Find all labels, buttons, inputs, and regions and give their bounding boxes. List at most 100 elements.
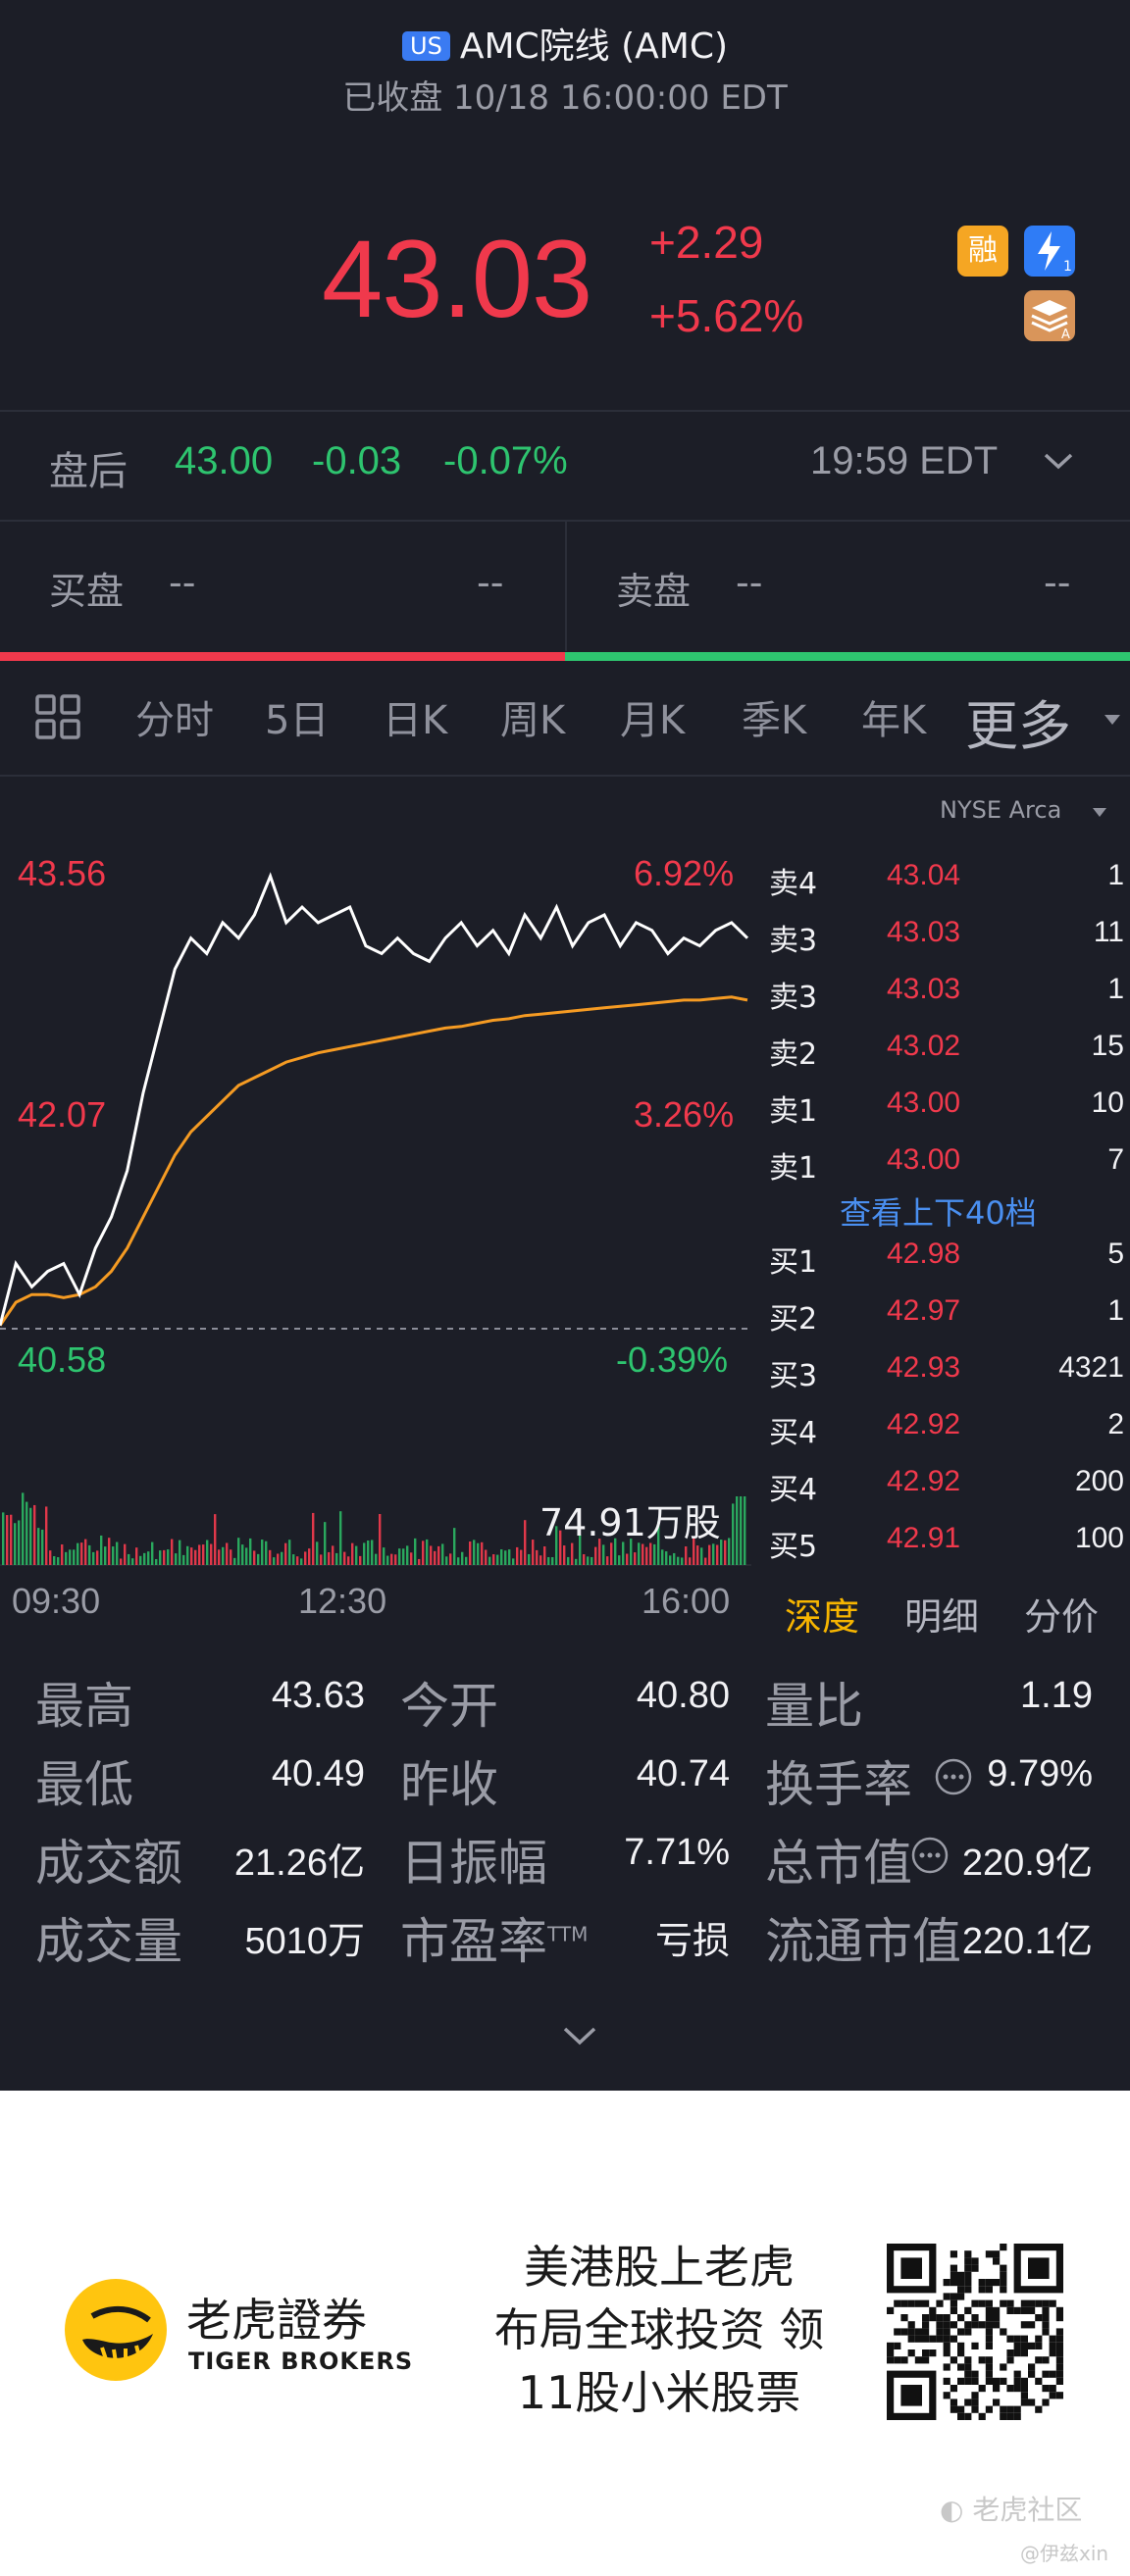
volume-bar xyxy=(296,1556,299,1565)
volume-bar xyxy=(386,1555,389,1565)
volume-bar xyxy=(728,1538,731,1565)
tab-price-volume[interactable]: 分价 xyxy=(1024,1595,1100,1639)
volume-bar xyxy=(524,1520,527,1565)
ask-level-row: 卖3 43.03 1 xyxy=(769,973,1124,1030)
volume-bar xyxy=(547,1556,550,1565)
triangle-down-icon[interactable] xyxy=(1103,712,1122,732)
ask-label: 卖盘 xyxy=(616,570,692,613)
chevron-down-icon[interactable] xyxy=(1042,449,1075,477)
expand-chevron-icon[interactable] xyxy=(561,2024,598,2051)
volume-bar xyxy=(649,1542,652,1565)
volume-bar xyxy=(736,1496,739,1565)
tab-daily-k[interactable]: 日K xyxy=(383,698,448,743)
volume-bar xyxy=(567,1556,570,1565)
grid-layout-icon[interactable] xyxy=(33,692,82,745)
margin-icon[interactable]: 融 xyxy=(957,226,1008,277)
tab-more[interactable]: 更多 xyxy=(965,695,1071,757)
stat-open-label: 今开 xyxy=(400,1678,498,1735)
volume-bar xyxy=(237,1538,240,1565)
volume-bar xyxy=(614,1538,617,1565)
volume-bar xyxy=(320,1554,323,1565)
volume-bar xyxy=(634,1552,637,1565)
level-quantity: 1 xyxy=(1107,973,1124,1005)
stat-low-value: 40.49 xyxy=(271,1753,365,1794)
stat-pe-sup: TTM xyxy=(547,1922,589,1946)
volume-bar xyxy=(559,1530,562,1565)
volume-bar xyxy=(681,1557,684,1565)
level-label: 买4 xyxy=(769,1416,818,1450)
volume-bar xyxy=(704,1557,707,1565)
ask-ratio-bar xyxy=(565,652,1130,661)
stat-market-cap-label: 总市值 xyxy=(765,1835,912,1892)
volume-bar xyxy=(104,1546,107,1565)
volume-bar xyxy=(163,1549,166,1565)
volume-bar xyxy=(269,1549,272,1565)
volume-bar xyxy=(151,1541,154,1565)
level-quantity: 11 xyxy=(1093,916,1124,948)
level-price: 42.98 xyxy=(887,1237,961,1270)
stat-volume-ratio-label: 量比 xyxy=(765,1678,863,1735)
tab-depth[interactable]: 深度 xyxy=(785,1595,860,1639)
tab-5day[interactable]: 5日 xyxy=(265,698,330,743)
volume-bar xyxy=(33,1504,36,1565)
volume-bar xyxy=(696,1545,699,1565)
volume-bar xyxy=(677,1556,680,1565)
level-quantity: 4321 xyxy=(1058,1351,1124,1384)
stat-market-cap-value: 220.9亿 xyxy=(961,1843,1093,1884)
volume-bar xyxy=(461,1551,464,1565)
stock-title: US AMC院线 (AMC) xyxy=(0,18,1130,69)
level-quantity: 200 xyxy=(1074,1465,1124,1497)
volume-bar xyxy=(226,1542,229,1565)
tab-weekly-k[interactable]: 周K xyxy=(500,698,566,743)
volume-bar xyxy=(716,1544,719,1565)
level-price: 43.03 xyxy=(887,973,961,1005)
volume-bar xyxy=(37,1528,40,1565)
volume-bar xyxy=(26,1501,28,1565)
more-info-icon[interactable] xyxy=(934,1757,973,1800)
level-price: 43.04 xyxy=(887,859,961,891)
volume-bar xyxy=(669,1555,672,1565)
bid-value-right: -- xyxy=(477,561,504,604)
volume-bar xyxy=(257,1553,260,1565)
level-price: 42.97 xyxy=(887,1294,961,1327)
volume-bar xyxy=(638,1542,641,1565)
volume-bar xyxy=(92,1551,95,1565)
price-change: +2.29 xyxy=(649,217,764,268)
more-info-icon[interactable] xyxy=(910,1836,950,1879)
intraday-chart[interactable] xyxy=(0,832,755,1577)
lightning-level1-icon[interactable]: 1 xyxy=(1024,226,1075,277)
volume-bar xyxy=(414,1538,417,1565)
volume-bar xyxy=(45,1506,48,1565)
exchange-label: NYSE Arca xyxy=(940,796,1062,824)
volume-bar xyxy=(685,1546,688,1565)
volume-bar xyxy=(724,1540,727,1565)
tab-yearly-k[interactable]: 年K xyxy=(861,698,927,743)
volume-bar xyxy=(324,1522,327,1565)
stat-pe-label: 市盈率TTM xyxy=(400,1913,589,1970)
after-hours-label: 盘后 xyxy=(49,449,128,494)
layers-a-icon[interactable]: A xyxy=(1024,290,1075,342)
tab-trades[interactable]: 明细 xyxy=(904,1595,980,1639)
stat-amplitude-value: 7.71% xyxy=(624,1832,730,1873)
volume-bar xyxy=(29,1507,32,1565)
volume-bar xyxy=(112,1546,115,1565)
divider xyxy=(0,410,1130,412)
volume-bar xyxy=(453,1528,456,1565)
stat-float-cap-label: 流通市值 xyxy=(765,1913,961,1970)
tab-intraday[interactable]: 分时 xyxy=(135,698,214,743)
volume-bar xyxy=(457,1557,460,1565)
stat-turnover-label: 换手率 xyxy=(765,1756,912,1813)
tab-quarterly-k[interactable]: 季K xyxy=(742,698,807,743)
volume-bar xyxy=(190,1547,193,1565)
volume-bar xyxy=(449,1553,452,1565)
volume-bar xyxy=(473,1540,476,1565)
view-more-levels-link[interactable]: 查看上下40档 xyxy=(840,1194,1037,1232)
volume-bar xyxy=(96,1550,99,1565)
volume-bar xyxy=(304,1551,307,1565)
volume-bar xyxy=(539,1555,542,1565)
volume-bar xyxy=(551,1557,554,1565)
stat-prev-close-value: 40.74 xyxy=(636,1753,730,1794)
tab-monthly-k[interactable]: 月K xyxy=(620,698,686,743)
triangle-down-icon[interactable] xyxy=(1091,804,1108,823)
volume-bar xyxy=(84,1539,87,1565)
